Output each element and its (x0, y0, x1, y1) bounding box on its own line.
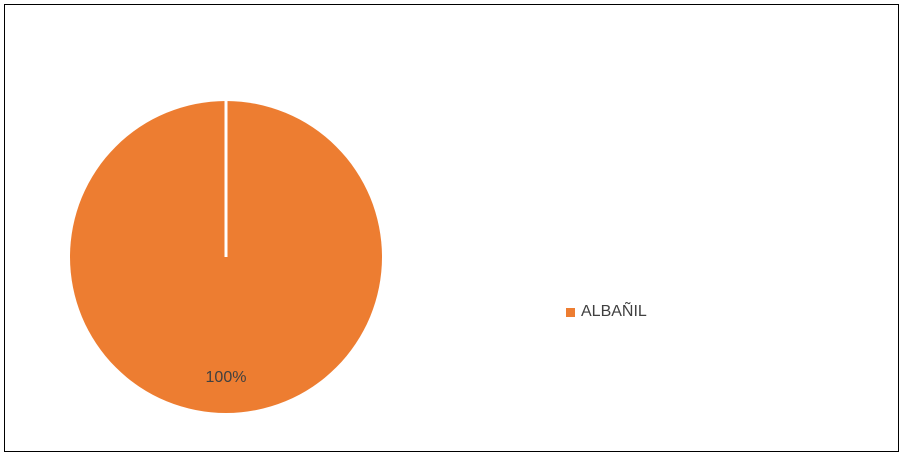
data-label: 100% (206, 369, 247, 386)
legend-label: ALBAÑIL (581, 303, 647, 320)
legend: ALBAÑIL (566, 303, 647, 321)
legend-swatch (566, 307, 575, 317)
